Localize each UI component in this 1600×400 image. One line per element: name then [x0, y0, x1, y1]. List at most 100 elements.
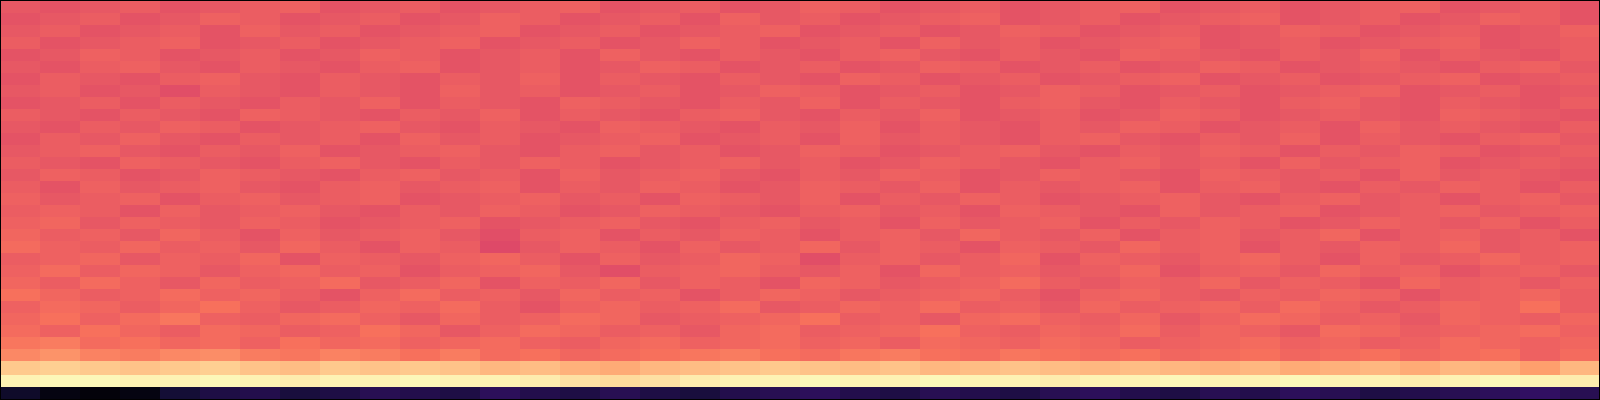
heatmap-cell [720, 240, 761, 253]
heatmap-cell [1480, 192, 1521, 205]
heatmap-cell [1120, 12, 1161, 25]
heatmap-cell [880, 288, 921, 301]
heatmap-cell [880, 252, 921, 265]
heatmap-cell [1280, 36, 1321, 49]
heatmap-cell [800, 288, 841, 301]
heatmap-cell [480, 228, 521, 241]
heatmap-cell [640, 312, 681, 325]
heatmap-cell [1240, 12, 1281, 25]
heatmap-cell [1280, 386, 1321, 400]
heatmap-cell [400, 252, 441, 265]
heatmap-cell [920, 96, 961, 109]
heatmap-cell [560, 324, 601, 337]
heatmap-cell [1280, 96, 1321, 109]
heatmap-cell [120, 374, 161, 387]
heatmap-cell [880, 156, 921, 169]
heatmap-cell [1080, 36, 1121, 49]
heatmap-cell [160, 132, 201, 145]
heatmap-cell [360, 216, 401, 229]
heatmap-cell [560, 252, 601, 265]
heatmap-cell [440, 120, 481, 133]
heatmap-cell [360, 252, 401, 265]
heatmap-cell [440, 108, 481, 121]
heatmap-cell [440, 204, 481, 217]
heatmap-cell [960, 96, 1001, 109]
heatmap-cell [1440, 324, 1481, 337]
heatmap-cell [320, 300, 361, 313]
heatmap-cell [1000, 144, 1041, 157]
heatmap-cell [600, 300, 641, 313]
heatmap-cell [560, 144, 601, 157]
heatmap-cell [600, 324, 641, 337]
heatmap-cell [1080, 132, 1121, 145]
heatmap-cell [40, 156, 81, 169]
heatmap-cell [400, 144, 441, 157]
heatmap-cell [520, 108, 561, 121]
heatmap-cell [1040, 12, 1081, 25]
heatmap-cell [1200, 96, 1241, 109]
heatmap-cell [720, 252, 761, 265]
heatmap-cell [1400, 386, 1441, 400]
heatmap-cell [640, 216, 681, 229]
heatmap-cell [40, 240, 81, 253]
heatmap-cell [1400, 300, 1441, 313]
heatmap-cell [1320, 324, 1361, 337]
heatmap-cell [1560, 336, 1600, 349]
heatmap-cell [400, 0, 441, 13]
heatmap-cell [720, 204, 761, 217]
heatmap-cell [320, 276, 361, 289]
heatmap-cell [160, 312, 201, 325]
heatmap-cell [160, 60, 201, 73]
heatmap-cell [480, 96, 521, 109]
heatmap-cell [160, 386, 201, 400]
heatmap-cell [1240, 132, 1281, 145]
heatmap-cell [1480, 386, 1521, 400]
heatmap-cell [1400, 324, 1441, 337]
heatmap-cell [1400, 36, 1441, 49]
heatmap-cell [1480, 324, 1521, 337]
heatmap-cell [880, 84, 921, 97]
heatmap-cell [680, 324, 721, 337]
heatmap-cell [600, 24, 641, 37]
heatmap-cell [800, 264, 841, 277]
heatmap-cell [1440, 264, 1481, 277]
heatmap-cell [360, 288, 401, 301]
heatmap-cell [600, 288, 641, 301]
heatmap-cell [240, 48, 281, 61]
heatmap-cell [160, 96, 201, 109]
heatmap-cell [1200, 36, 1241, 49]
heatmap-cell [720, 192, 761, 205]
heatmap-cell [840, 312, 881, 325]
heatmap-cell [120, 120, 161, 133]
heatmap-cell [240, 156, 281, 169]
heatmap-cell [1440, 24, 1481, 37]
heatmap-cell [280, 108, 321, 121]
heatmap-cell [1000, 252, 1041, 265]
heatmap-cell [880, 204, 921, 217]
heatmap-cell [1480, 60, 1521, 73]
heatmap-cell [640, 132, 681, 145]
heatmap-cell [1520, 132, 1561, 145]
heatmap-cell [320, 386, 361, 400]
heatmap-cell [1560, 0, 1600, 13]
heatmap-cell [960, 180, 1001, 193]
heatmap-cell [240, 204, 281, 217]
heatmap-cell [880, 72, 921, 85]
heatmap-cell [560, 312, 601, 325]
heatmap-cell [840, 180, 881, 193]
heatmap-cell [1480, 312, 1521, 325]
heatmap-cell [1480, 72, 1521, 85]
heatmap-cell [160, 228, 201, 241]
heatmap-cell [1120, 300, 1161, 313]
heatmap-cell [1520, 96, 1561, 109]
heatmap-cell [1320, 108, 1361, 121]
heatmap-cell [640, 204, 681, 217]
heatmap-cell [1040, 252, 1081, 265]
heatmap-cell [120, 24, 161, 37]
heatmap-cell [480, 252, 521, 265]
heatmap-cell [480, 60, 521, 73]
heatmap-cell [1120, 204, 1161, 217]
heatmap-cell [1560, 360, 1600, 375]
heatmap-cell [680, 300, 721, 313]
heatmap-cell [40, 192, 81, 205]
